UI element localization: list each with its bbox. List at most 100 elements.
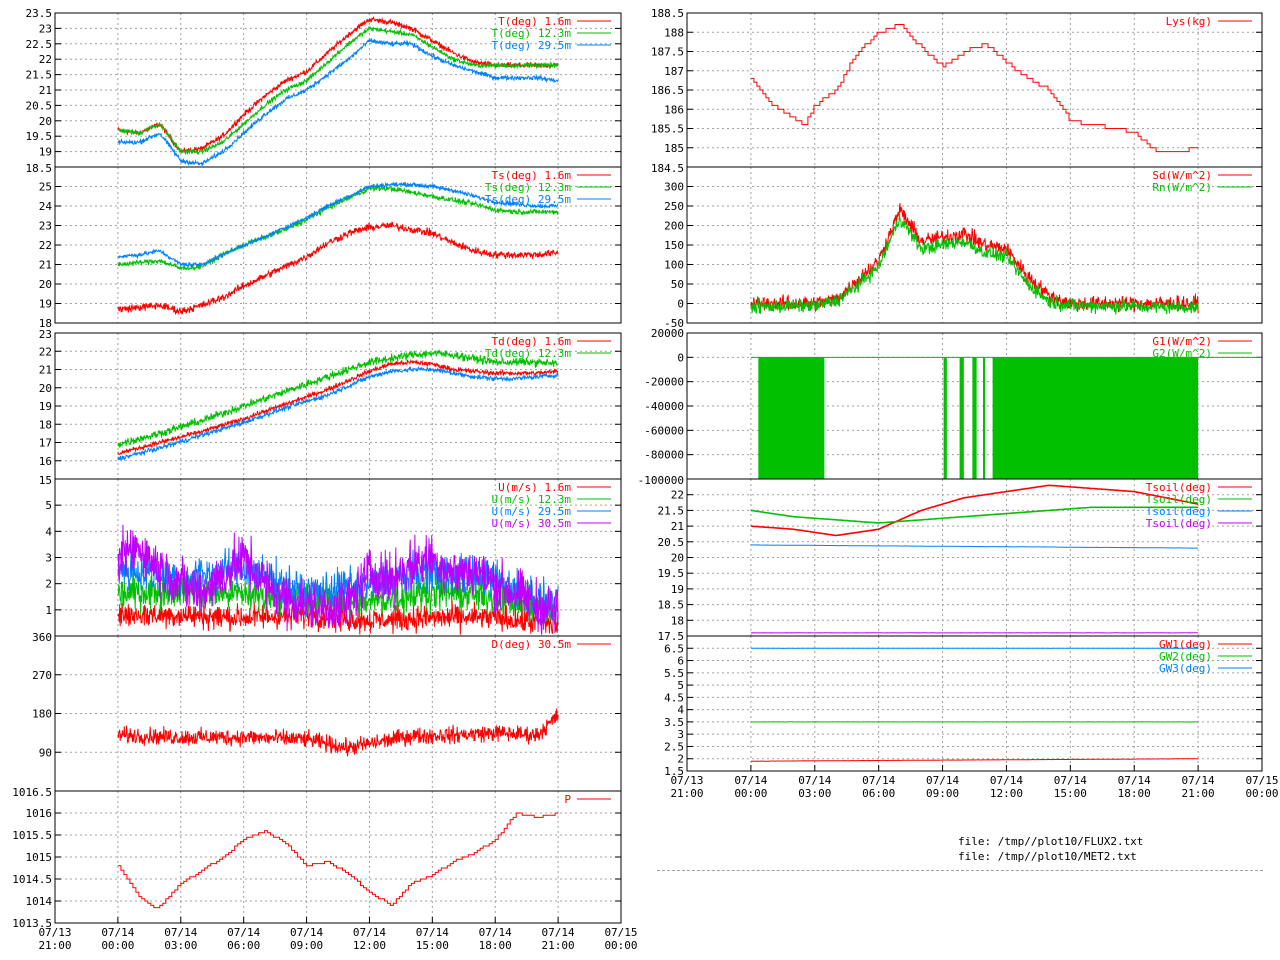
legend-label: Tsoil(deg) <box>1146 505 1212 518</box>
x-tick-time: 21:00 <box>670 787 703 800</box>
y-tick-label: 18 <box>39 418 52 431</box>
y-tick-label: 20 <box>39 382 52 395</box>
y-tick-label: 50 <box>671 278 684 291</box>
legend-label: Lys(kg) <box>1166 15 1212 28</box>
y-top-label: -100000 <box>638 474 684 487</box>
y-tick-label: 21.5 <box>26 69 53 82</box>
series-group <box>750 647 1199 762</box>
series-fill-1 <box>943 357 947 479</box>
y-tick-label: -40000 <box>644 400 684 413</box>
y-top-label: 184.5 <box>651 162 684 175</box>
y-tick-label: 21 <box>39 259 52 272</box>
panel-right-gw: 6.565.554.543.532.521.5 GW1(deg)GW2(deg)G… <box>664 635 1263 778</box>
y-tick-label: 1013.5 <box>12 917 52 930</box>
y-tick-label: 6.5 <box>664 642 684 655</box>
x-tick-date: 07/14 <box>734 774 767 787</box>
x-axis-right: 07/1321:0007/1400:0007/1403:0007/1406:00… <box>670 765 1279 800</box>
y-top-label: 1016.5 <box>12 786 52 799</box>
series-line-3 <box>117 524 559 635</box>
legend-label: G2(W/m^2) <box>1152 347 1212 360</box>
y-tick-label: 22 <box>39 239 52 252</box>
y-tick-label: 17 <box>39 437 52 450</box>
y-tick-label: 186.5 <box>651 84 684 97</box>
y-tick-label: 3 <box>677 728 684 741</box>
y-tick-label: 250 <box>664 200 684 213</box>
y-tick-label: 2 <box>45 578 52 591</box>
y-top-label: 23 <box>39 328 52 341</box>
series-group <box>750 203 1199 315</box>
y-tick-label: 19.5 <box>658 567 685 580</box>
y-tick-label: 25 <box>39 181 52 194</box>
x-tick-date: 07/13 <box>38 926 71 939</box>
y-tick-label: 20000 <box>651 327 684 340</box>
x-tick-time: 00:00 <box>101 939 134 952</box>
series-line-2 <box>117 366 559 462</box>
x-tick-time: 15:00 <box>416 939 449 952</box>
series-line-0 <box>117 812 559 909</box>
y-tick-label: 18.5 <box>658 599 685 612</box>
series-fill-1 <box>992 357 1199 479</box>
series-group <box>750 24 1199 153</box>
x-tick-time: 00:00 <box>1245 787 1278 800</box>
series-group <box>117 348 559 462</box>
plot-frame <box>54 166 622 324</box>
legend-label: GW1(deg) <box>1159 638 1212 651</box>
legend-label: Sd(W/m^2) <box>1152 169 1212 182</box>
x-tick-date: 07/14 <box>290 926 323 939</box>
y-tick-label: 4 <box>677 704 684 717</box>
x-tick-time: 06:00 <box>227 939 260 952</box>
y-tick-label: 19.5 <box>26 130 53 143</box>
y-tick-label: 188 <box>664 26 684 39</box>
plot-frame <box>54 790 622 924</box>
panel-right-lys: 188.5 188 187.5 187 186.5 186 185.5 185 Lys(kg) <box>651 7 1263 168</box>
panel-right-tsoil: 22 21.5 21 20.5 20 19.5 19 18.5 18 17.5 -100000 Tso… <box>638 474 1263 643</box>
y-tick-label: -50 <box>664 317 684 330</box>
plot-frame <box>686 635 1263 772</box>
series-group <box>117 16 559 167</box>
series-line-0 <box>117 708 559 757</box>
legend-label: T(deg) 29.5m <box>492 39 572 52</box>
panel-right-sd: 300 250 200 150 100 50 0 -50 184.5 Sd(W/m^2)Rn(W/… <box>651 162 1263 330</box>
x-tick-time: 21:00 <box>38 939 71 952</box>
legend-label: G1(W/m^2) <box>1152 335 1212 348</box>
x-tick-date: 07/14 <box>862 774 895 787</box>
legend-label: T(deg) 1.6m <box>498 15 571 28</box>
series-line-0 <box>117 221 559 316</box>
y-tick-label: 20.5 <box>658 536 685 549</box>
x-tick-time: 15:00 <box>1054 787 1087 800</box>
y-tick-label: 20 <box>671 552 684 565</box>
x-tick-time: 00:00 <box>604 939 637 952</box>
legend-label: D(deg) 30.5m <box>492 638 572 651</box>
y-tick-label: 185.5 <box>651 123 684 136</box>
y-tick-label: 20 <box>39 278 52 291</box>
y-tick-label: 1016 <box>26 807 53 820</box>
y-tick-label: 19 <box>671 583 684 596</box>
x-tick-date: 07/14 <box>164 926 197 939</box>
y-tick-label: 22 <box>671 489 684 502</box>
series-line-1 <box>117 348 559 448</box>
series-fill-1 <box>959 357 964 479</box>
series-line-0 <box>750 758 1199 762</box>
y-tick-label: 23 <box>39 22 52 35</box>
panel-left-u: 5 4 3 2 1 15 U(m/s) 1.6mU(m/s) 12.3mU(m/s) 29.… <box>39 474 622 637</box>
y-tick-label: 5 <box>45 499 52 512</box>
x-tick-time: 00:00 <box>734 787 767 800</box>
x-tick-date: 07/14 <box>1054 774 1087 787</box>
y-tick-label: 18 <box>671 614 684 627</box>
y-tick-label: 100 <box>664 259 684 272</box>
series-group <box>117 812 559 909</box>
y-tick-label: 23.5 <box>26 7 53 20</box>
y-tick-label: 270 <box>32 669 52 682</box>
x-tick-date: 07/14 <box>353 926 386 939</box>
x-tick-date: 07/14 <box>798 774 831 787</box>
legend-label: GW2(deg) <box>1159 650 1212 663</box>
y-tick-label: 4.5 <box>664 691 684 704</box>
series-line-2 <box>117 38 559 167</box>
y-tick-label: -60000 <box>644 424 684 437</box>
y-tick-label: -80000 <box>644 449 684 462</box>
panel-left-d: 270 180 90 360 D(deg) 30.5m <box>32 631 622 792</box>
y-tick-label: 16 <box>39 455 52 468</box>
series-line-0 <box>750 24 1199 153</box>
legend-label: U(m/s) 29.5m <box>492 505 572 518</box>
